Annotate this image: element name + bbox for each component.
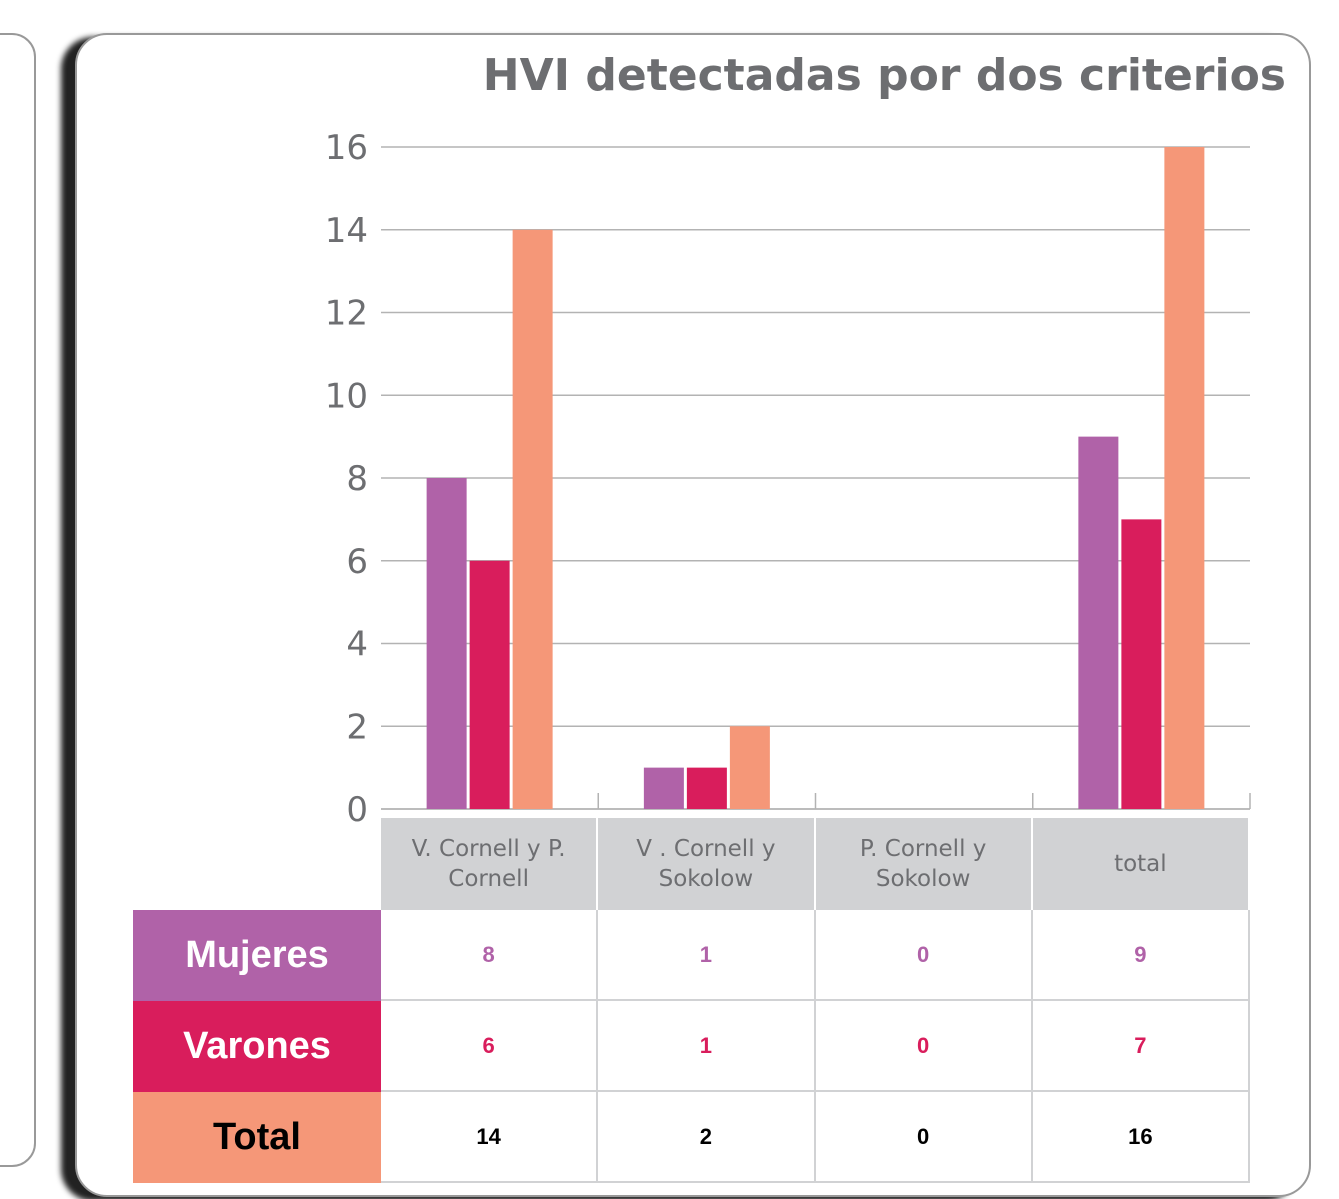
- bar: [1164, 147, 1205, 809]
- y-tick-label: 2: [346, 707, 368, 747]
- table-value: 0: [815, 1092, 1033, 1183]
- y-tick-label: 6: [346, 542, 368, 582]
- x-tick-label: P. Cornell y Sokolow: [859, 836, 987, 892]
- bar: [729, 726, 770, 809]
- bar: [426, 478, 467, 809]
- y-tick-label: 12: [325, 294, 368, 334]
- y-tick-label: 0: [346, 790, 368, 830]
- x-tick-label: V . Cornell y Sokolow: [636, 836, 776, 892]
- table-value: 2: [598, 1092, 816, 1183]
- bar: [1078, 436, 1119, 809]
- y-tick-label: 4: [346, 625, 368, 665]
- table-value: 1: [598, 1001, 816, 1092]
- y-tick-label: 8: [346, 459, 368, 499]
- y-tick-label: 10: [325, 376, 368, 416]
- table-value: 1: [598, 910, 816, 1001]
- chart-title: HVI detectadas por dos criterios: [483, 50, 1286, 101]
- table-value: 6: [381, 1001, 599, 1092]
- legend-row-header: Total: [133, 1092, 381, 1183]
- y-tick-label: 14: [325, 211, 368, 251]
- category-header: total: [1032, 818, 1250, 910]
- table-value: 7: [1032, 1001, 1250, 1092]
- y-tick-label: 16: [325, 128, 368, 168]
- bar: [512, 229, 553, 809]
- bar: [1121, 519, 1162, 809]
- category-header: V . Cornell y Sokolow: [598, 818, 816, 910]
- x-tick-label: total: [1114, 851, 1167, 877]
- category-header: V. Cornell y P. Cornell: [381, 818, 599, 910]
- bar: [643, 767, 684, 809]
- table-value: 9: [1032, 910, 1250, 1001]
- side-panel: [0, 33, 36, 1167]
- legend-row-header: Varones: [133, 1001, 381, 1092]
- table-value: 14: [381, 1092, 599, 1183]
- table-value: 16: [1032, 1092, 1250, 1183]
- bar: [686, 767, 727, 809]
- category-header: P. Cornell y Sokolow: [815, 818, 1033, 910]
- legend-row-header: Mujeres: [133, 910, 381, 1001]
- table-value: 8: [381, 910, 599, 1001]
- table-value: 0: [815, 910, 1033, 1001]
- table-value: 0: [815, 1001, 1033, 1092]
- bar: [469, 560, 510, 809]
- x-tick-label: V. Cornell y P. Cornell: [411, 836, 566, 892]
